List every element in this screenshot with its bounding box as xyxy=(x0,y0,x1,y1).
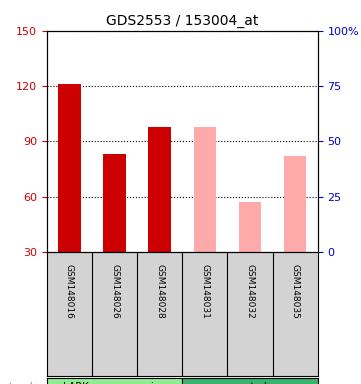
Bar xyxy=(47,378,182,384)
Bar xyxy=(239,202,261,252)
Text: GSM148026: GSM148026 xyxy=(110,264,119,319)
Text: GSM148035: GSM148035 xyxy=(291,264,300,319)
Text: protocol ▶: protocol ▶ xyxy=(0,382,43,384)
Bar xyxy=(148,127,171,252)
Text: GSM148031: GSM148031 xyxy=(200,264,209,319)
Text: GSM148016: GSM148016 xyxy=(65,264,74,319)
Text: LARK overexpression: LARK overexpression xyxy=(63,382,166,384)
Bar xyxy=(284,156,306,252)
Bar xyxy=(193,127,216,252)
Bar xyxy=(182,378,318,384)
Title: GDS2553 / 153004_at: GDS2553 / 153004_at xyxy=(106,14,258,28)
Text: GSM148028: GSM148028 xyxy=(155,264,164,319)
Text: GSM148032: GSM148032 xyxy=(245,264,255,319)
Bar xyxy=(58,84,81,252)
Bar xyxy=(103,154,126,252)
Text: control: control xyxy=(233,382,267,384)
